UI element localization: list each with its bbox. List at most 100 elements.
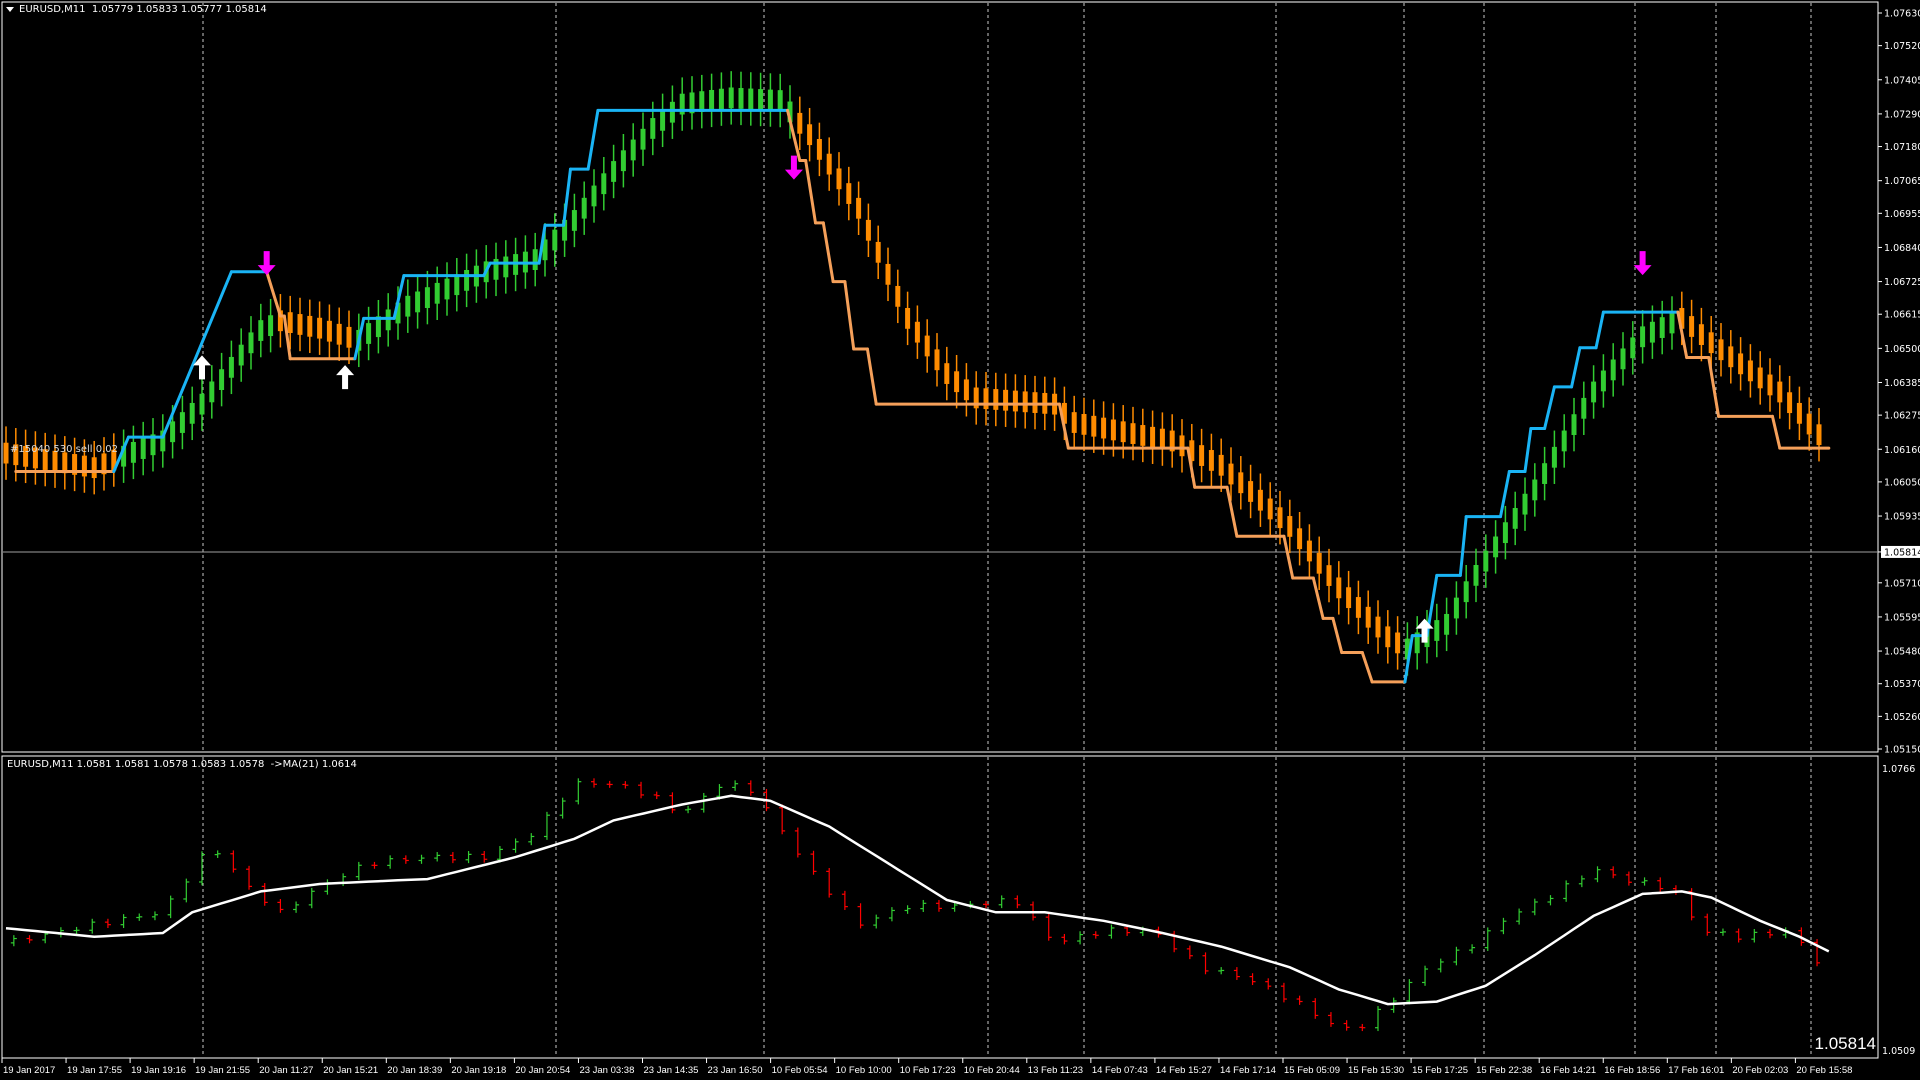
time-axis-label: 20 Jan 18:39 bbox=[387, 1065, 442, 1076]
down-candle-body bbox=[1816, 424, 1822, 446]
down-candle-body bbox=[1228, 463, 1234, 485]
down-candle-body bbox=[1110, 419, 1116, 441]
up-candle-body bbox=[1512, 508, 1518, 529]
up-candle-body bbox=[1600, 370, 1606, 392]
down-candle-body bbox=[826, 153, 832, 175]
up-candle-body bbox=[1502, 522, 1508, 544]
price-axis-label: 1.06725 bbox=[1884, 277, 1920, 288]
up-candle-body bbox=[415, 291, 421, 313]
down-candle-body bbox=[924, 335, 930, 357]
up-candle-body bbox=[1414, 632, 1420, 654]
down-candle-body bbox=[1032, 392, 1038, 413]
up-trend-connector bbox=[353, 316, 366, 361]
up-candle-body bbox=[444, 278, 450, 300]
down-candle-body bbox=[81, 455, 87, 477]
up-candle-body bbox=[493, 258, 499, 280]
up-candle-body bbox=[375, 316, 381, 338]
down-candle-body bbox=[1150, 426, 1156, 448]
price-axis-label: 1.05260 bbox=[1884, 712, 1920, 723]
down-candle-body bbox=[1708, 332, 1714, 354]
down-trend-connector bbox=[865, 347, 878, 406]
up-trend-connector bbox=[482, 261, 492, 278]
up-candle-body bbox=[718, 88, 724, 110]
up-candle-body bbox=[709, 89, 715, 111]
up-candle-body bbox=[571, 210, 577, 231]
down-candle-body bbox=[1159, 428, 1165, 450]
down-candle-body bbox=[13, 444, 19, 466]
down-candle-body bbox=[1238, 472, 1244, 494]
up-candle-body bbox=[748, 88, 754, 110]
down-trend-connector bbox=[821, 221, 835, 284]
up-candle-body bbox=[150, 434, 156, 456]
symbol-label: EURUSD,M11 bbox=[19, 4, 86, 15]
up-candle-body bbox=[620, 150, 626, 172]
down-candle-body bbox=[1679, 307, 1685, 329]
time-axis-label: 20 Jan 11:27 bbox=[259, 1065, 313, 1076]
down-candle-body bbox=[934, 349, 940, 371]
down-candle-body bbox=[346, 326, 352, 348]
time-axis-label: 15 Feb 05:09 bbox=[1284, 1065, 1340, 1076]
time-axis-label: 10 Feb 20:44 bbox=[964, 1065, 1020, 1076]
down-candle-body bbox=[944, 363, 950, 384]
price-axis-label: 1.06275 bbox=[1884, 411, 1920, 422]
sell-arrow-icon bbox=[257, 251, 276, 276]
up-candle-body bbox=[228, 356, 234, 378]
up-candle-body bbox=[170, 421, 176, 443]
price-axis-label: 1.07630 bbox=[1884, 9, 1920, 20]
price-axis-label: 1.07405 bbox=[1884, 75, 1920, 86]
up-candle-body bbox=[660, 109, 666, 131]
up-candle-body bbox=[366, 323, 372, 344]
down-candle-body bbox=[1101, 417, 1107, 439]
up-candle-body bbox=[130, 442, 136, 463]
up-candle-body bbox=[1581, 397, 1587, 419]
up-candle-body bbox=[268, 315, 274, 337]
down-candle-body bbox=[1767, 374, 1773, 396]
current-price-marker bbox=[1881, 545, 1920, 558]
price-axis-label: 1.05710 bbox=[1884, 578, 1920, 589]
time-axis-label: 10 Feb 17:23 bbox=[900, 1065, 956, 1076]
collapse-triangle-icon[interactable] bbox=[6, 6, 14, 12]
up-candle-body bbox=[1571, 414, 1577, 436]
down-candle-body bbox=[1169, 430, 1175, 452]
trade-order-label[interactable]: #15040 530 sell 0.02 bbox=[10, 444, 118, 455]
up-trend-connector bbox=[1458, 515, 1468, 577]
down-candle-body bbox=[1287, 516, 1293, 537]
up-candle-body bbox=[1659, 317, 1665, 338]
down-candle-body bbox=[1081, 414, 1087, 435]
up-candle-body bbox=[1453, 597, 1459, 619]
down-candle-body bbox=[895, 285, 901, 307]
down-candle-body bbox=[914, 321, 920, 343]
down-trend-connector bbox=[1186, 446, 1197, 489]
time-axis-label: 13 Feb 11:23 bbox=[1028, 1065, 1083, 1076]
time-axis-label: 23 Jan 16:50 bbox=[708, 1065, 763, 1076]
up-trend-connector bbox=[1570, 346, 1582, 389]
price-axis-label: 1.06050 bbox=[1884, 477, 1920, 488]
up-candle-body bbox=[728, 87, 734, 109]
up-candle-body bbox=[189, 402, 195, 424]
time-axis-label: 14 Feb 17:14 bbox=[1220, 1065, 1276, 1076]
time-axis-label: 14 Feb 07:43 bbox=[1092, 1065, 1148, 1076]
down-candle-body bbox=[1385, 626, 1391, 648]
up-candle-body bbox=[209, 381, 215, 403]
up-candle-body bbox=[1473, 565, 1479, 586]
down-candle-body bbox=[1777, 381, 1783, 403]
time-axis-label: 19 Jan 19:16 bbox=[131, 1065, 186, 1076]
down-trend-connector bbox=[265, 270, 282, 318]
sell-arrow-icon bbox=[784, 155, 803, 180]
down-candle-body bbox=[32, 447, 38, 469]
down-candle-body bbox=[1189, 440, 1195, 462]
up-candle-body bbox=[1669, 312, 1675, 334]
down-candle-body bbox=[1365, 606, 1371, 628]
up-candle-body bbox=[1532, 479, 1538, 501]
down-candle-body bbox=[1326, 565, 1332, 586]
down-candle-body bbox=[1208, 450, 1214, 471]
down-candle-body bbox=[62, 452, 68, 474]
down-candle-body bbox=[1267, 498, 1273, 520]
down-candle-body bbox=[973, 387, 979, 409]
down-candle-body bbox=[1355, 597, 1361, 618]
down-candle-body bbox=[1091, 415, 1097, 437]
down-candle-body bbox=[23, 445, 29, 467]
down-candle-body bbox=[1306, 540, 1312, 562]
up-trend-connector bbox=[1403, 634, 1414, 684]
